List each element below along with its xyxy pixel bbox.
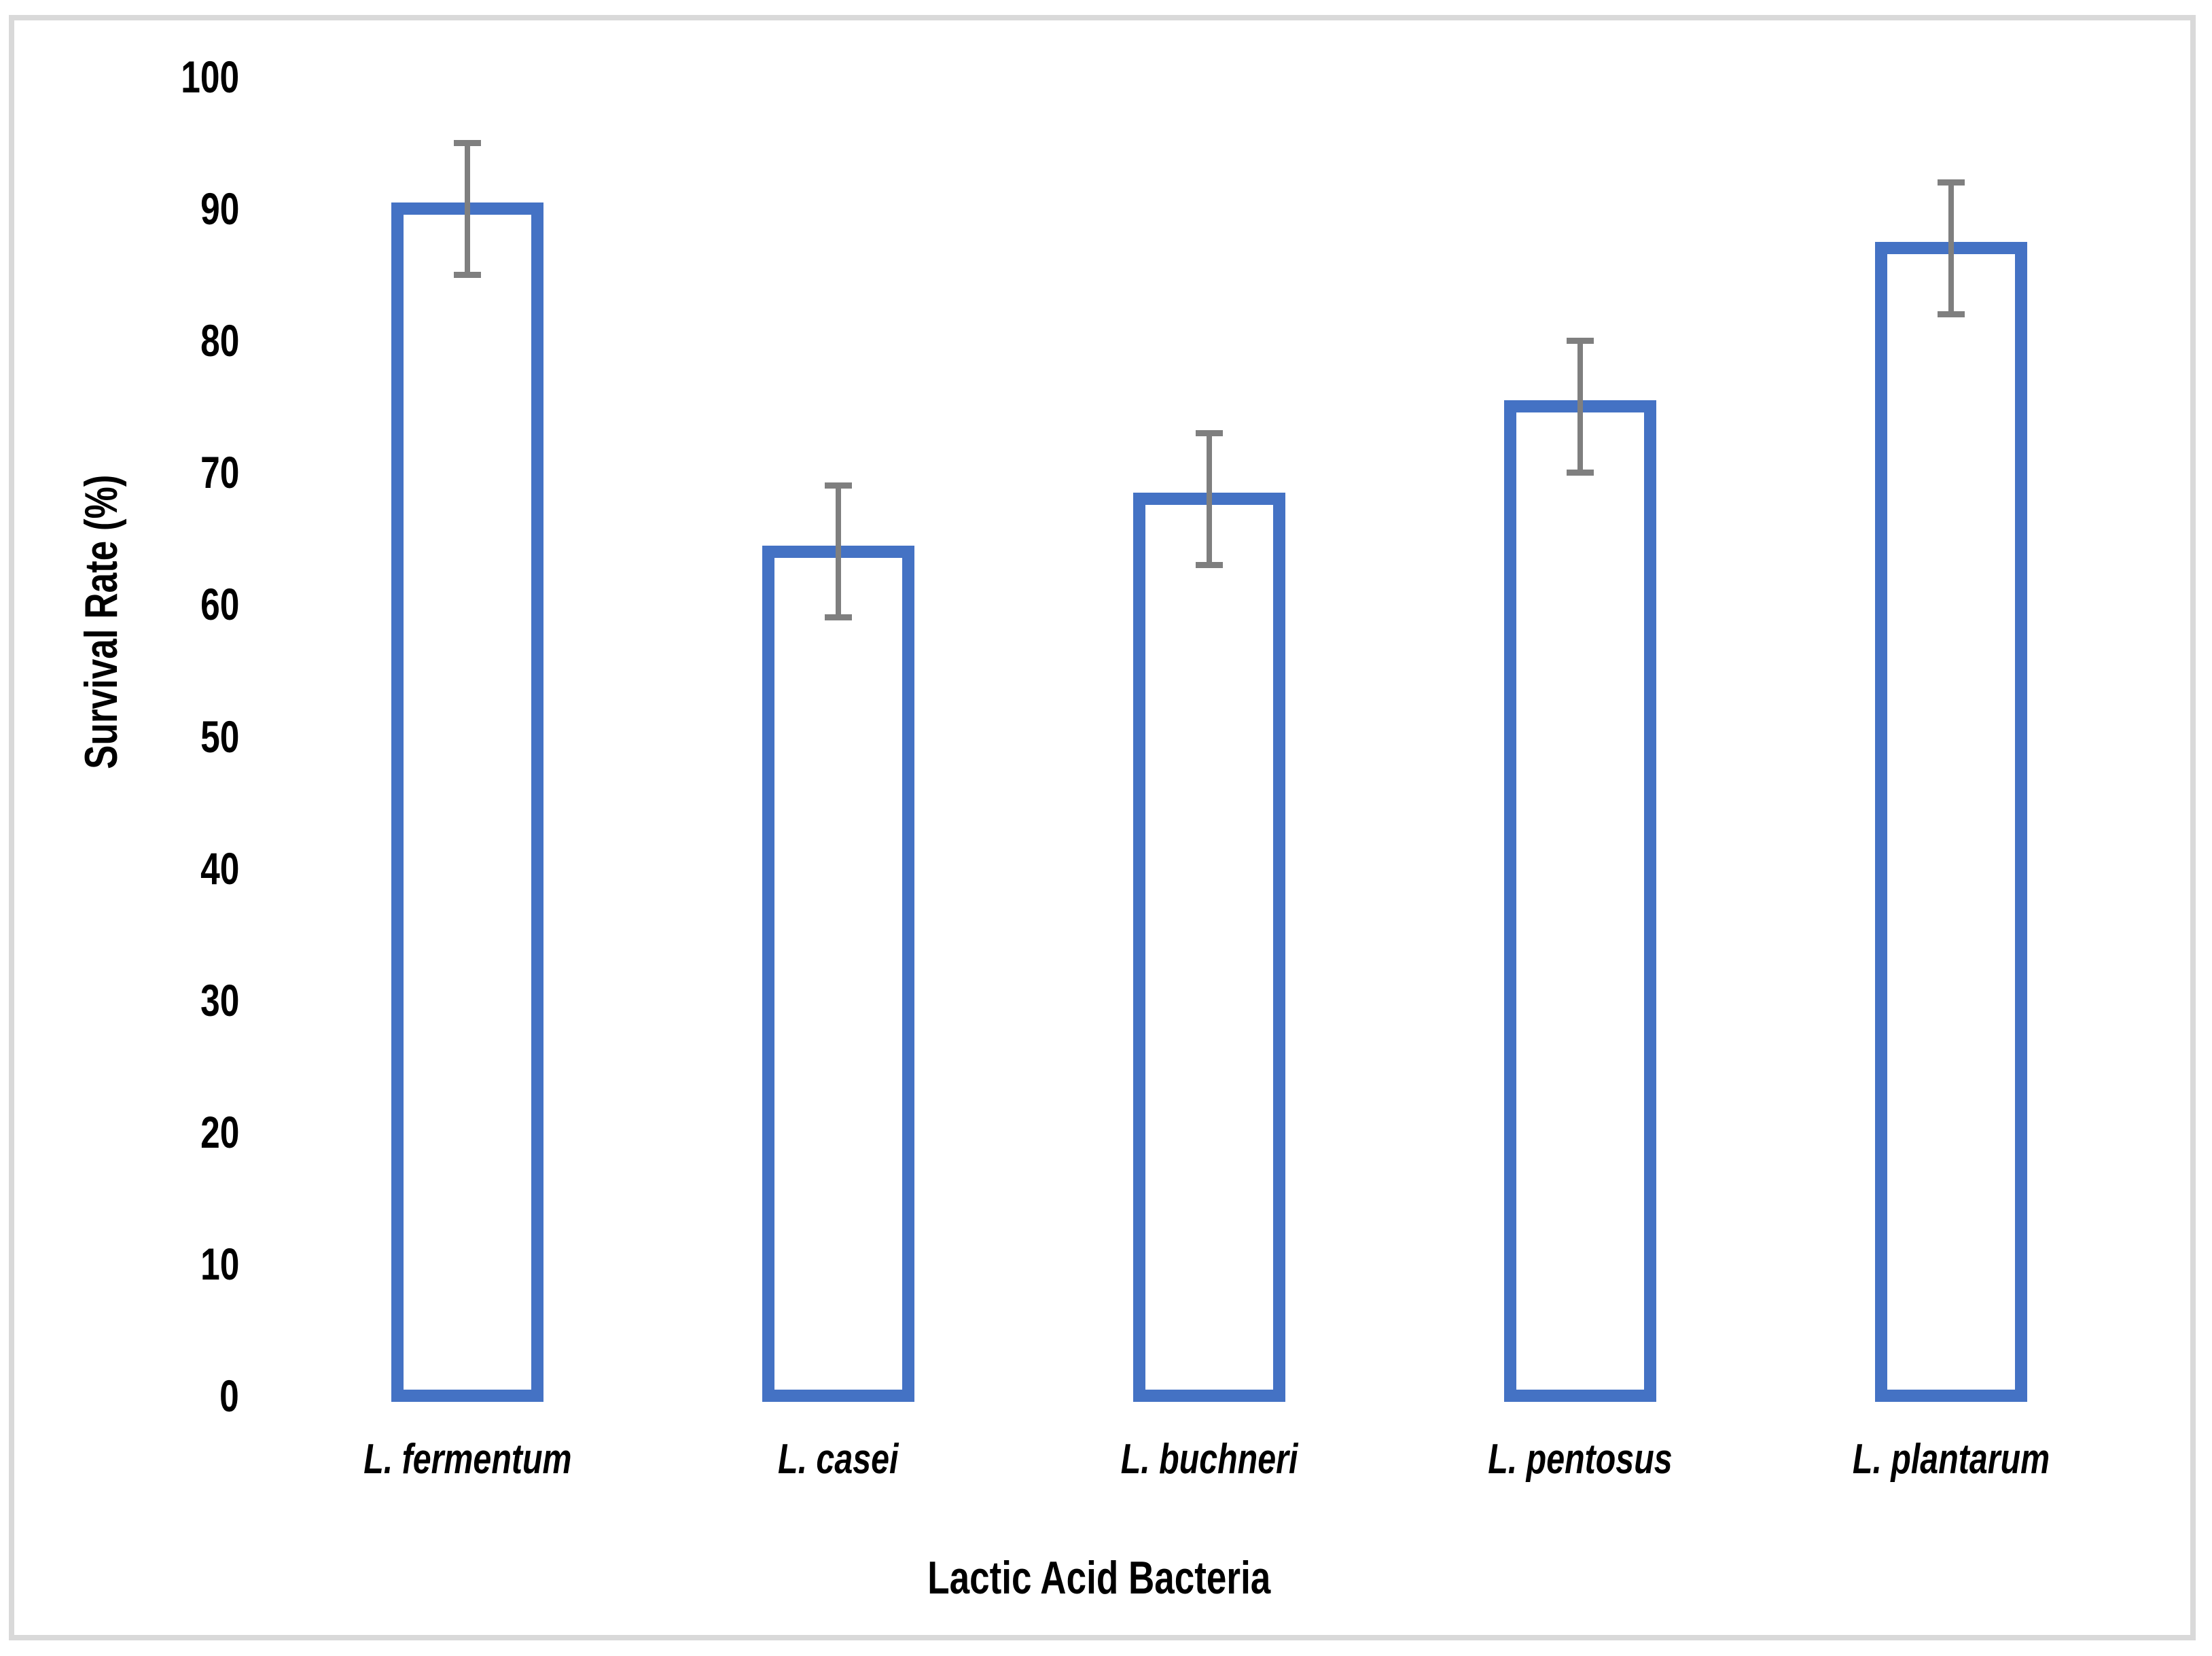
category-label: L. plantarum xyxy=(1761,1432,2141,1487)
y-tick-label: 80 xyxy=(22,315,239,366)
y-tick-label-text: 100 xyxy=(181,52,239,102)
error-bar xyxy=(1577,340,1583,473)
error-bar-top-cap xyxy=(454,139,481,146)
category-label: L. fermentum xyxy=(277,1432,658,1487)
error-bar-bottom-cap xyxy=(1196,561,1223,568)
error-bar-bottom-cap xyxy=(825,614,852,621)
category-label: L. pentosus xyxy=(1390,1432,1770,1487)
error-bar xyxy=(1207,433,1212,565)
y-tick-label: 100 xyxy=(22,52,239,102)
error-bar-bottom-cap xyxy=(454,271,481,278)
y-tick-label: 90 xyxy=(22,183,239,234)
category-label-text: L. casei xyxy=(778,1436,899,1483)
error-bar-bottom-cap xyxy=(1938,311,1965,317)
y-tick-label: 40 xyxy=(22,843,239,894)
category-label-text: L. pentosus xyxy=(1488,1436,1673,1483)
error-bar xyxy=(836,485,841,618)
error-bar-top-cap xyxy=(825,482,852,489)
y-tick-label: 50 xyxy=(22,711,239,762)
error-bar-top-cap xyxy=(1196,429,1223,436)
y-tick-label-text: 20 xyxy=(200,1106,239,1157)
category-label-text: L. buchneri xyxy=(1120,1436,1298,1483)
bar xyxy=(391,202,543,1402)
y-tick-label-text: 40 xyxy=(200,843,239,894)
y-tick-label-text: 0 xyxy=(219,1371,239,1421)
y-tick-label-text: 30 xyxy=(200,974,239,1025)
y-tick-label-text: 10 xyxy=(200,1238,239,1289)
bar xyxy=(1133,493,1285,1402)
bar xyxy=(1504,400,1656,1402)
category-label: L. buchneri xyxy=(1019,1432,1399,1487)
bar xyxy=(1875,242,2027,1402)
error-bar-top-cap xyxy=(1938,179,1965,186)
y-tick-label-text: 60 xyxy=(200,579,239,630)
category-label: L. casei xyxy=(648,1432,1029,1487)
y-tick-label-text: 90 xyxy=(200,183,239,234)
y-tick-label-text: 50 xyxy=(200,711,239,762)
y-tick-label-text: 70 xyxy=(200,447,239,498)
x-axis-title-text: Lactic Acid Bacteria xyxy=(927,1552,1271,1604)
y-tick-label: 30 xyxy=(22,975,239,1025)
y-tick-label: 60 xyxy=(22,579,239,629)
y-tick-label: 20 xyxy=(22,1107,239,1157)
x-axis-title: Lactic Acid Bacteria xyxy=(793,1549,1405,1606)
y-tick-label-text: 80 xyxy=(200,315,239,366)
error-bar-bottom-cap xyxy=(1567,469,1594,476)
error-bar xyxy=(1948,182,1954,315)
y-tick-label: 70 xyxy=(22,447,239,497)
bar xyxy=(762,545,914,1402)
error-bar xyxy=(465,143,470,275)
y-tick-label: 10 xyxy=(22,1239,239,1289)
error-bar-top-cap xyxy=(1567,337,1594,344)
y-tick-label: 0 xyxy=(22,1371,239,1421)
category-label-text: L. plantarum xyxy=(1852,1436,2050,1483)
category-label-text: L. fermentum xyxy=(363,1436,572,1483)
